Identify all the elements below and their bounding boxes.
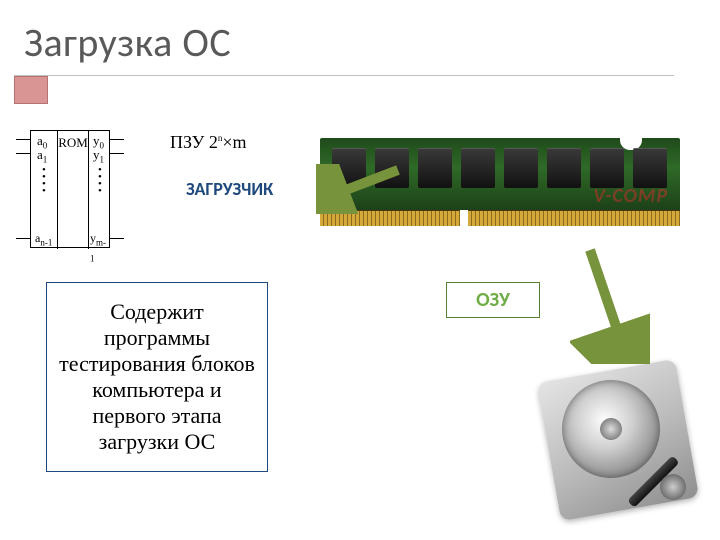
ram-chip	[418, 148, 452, 188]
rom-lead	[110, 238, 124, 239]
title-text: Загрузка ОС	[24, 18, 231, 67]
rom-lead	[16, 139, 30, 140]
accent-block	[14, 76, 48, 104]
ram-chip	[461, 148, 495, 188]
hdd-pivot	[660, 474, 686, 500]
ram-key-notch	[460, 210, 468, 226]
rom-ym: ym-1	[90, 231, 109, 264]
rom-an: an-1	[35, 231, 52, 247]
rom-lead	[110, 153, 124, 154]
arrow-ram-to-loader	[316, 164, 406, 214]
ram-chip	[547, 148, 581, 188]
ozu-label-box: ОЗУ	[446, 282, 540, 318]
pzu-formula: ПЗУ 2n×m	[170, 132, 246, 153]
hdd-graphic	[538, 360, 698, 520]
arrow-ram-to-hdd	[570, 244, 650, 364]
rom-y1: y1	[93, 147, 104, 165]
ram-chip	[590, 148, 624, 188]
rom-dots-left: ••••	[42, 167, 46, 195]
rom-schematic: ROM a0 a1 an-1 y0 y1 ym-1 •••• ••••	[30, 130, 110, 248]
ram-brand: V-COMP	[593, 184, 668, 208]
rom-sep	[88, 131, 89, 249]
description-box: Содержит программы тестирования блоков к…	[46, 282, 268, 472]
rom-lead	[110, 139, 124, 140]
rom-lead	[16, 153, 30, 154]
rom-a1: a1	[37, 147, 47, 165]
ram-chip	[504, 148, 538, 188]
rom-center-label: ROM	[58, 135, 88, 151]
rom-box: ROM a0 a1 an-1 y0 y1 ym-1 •••• ••••	[30, 130, 110, 248]
description-text: Содержит программы тестирования блоков к…	[55, 299, 259, 455]
ozu-label: ОЗУ	[476, 288, 510, 312]
ram-chip	[633, 148, 667, 188]
title-underline	[14, 75, 674, 76]
page-title: Загрузка ОС	[24, 18, 231, 67]
rom-dots-right: ••••	[98, 167, 102, 195]
rom-lead	[16, 238, 30, 239]
loader-label: ЗАГРУЗЧИК	[186, 178, 273, 200]
